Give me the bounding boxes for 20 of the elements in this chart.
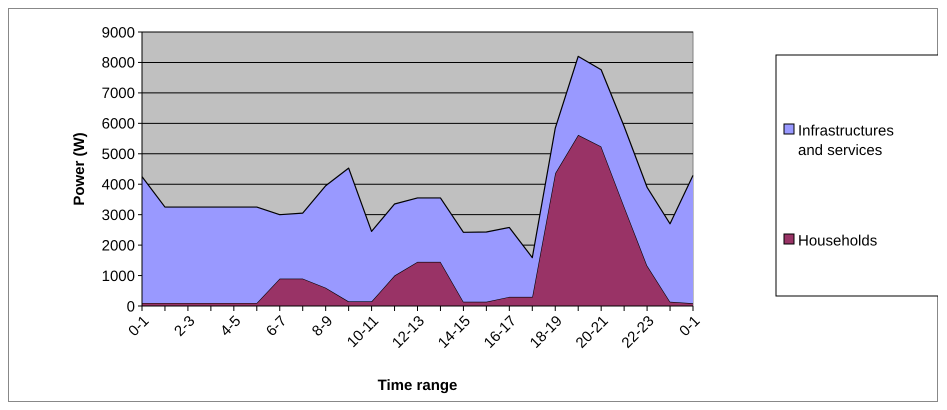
y-tick-label: 8000 [102, 54, 135, 72]
y-tick-label: 3000 [102, 206, 135, 224]
y-tick-label: 7000 [102, 85, 135, 102]
y-tick-label: 9000 [102, 24, 135, 42]
legend-label: Households [798, 232, 878, 250]
x-tick-label: 0-1 [676, 312, 704, 340]
y-tick-label: 2000 [102, 237, 135, 254]
y-axis-title: Power (W) [71, 132, 88, 206]
x-tick-label: 2-3 [171, 312, 198, 340]
x-tick-label: 8-9 [308, 312, 336, 340]
y-tick-label: 5000 [102, 146, 135, 164]
y-tick-label: 0 [126, 298, 135, 316]
x-tick-label: 4-5 [217, 312, 244, 340]
y-tick-label: 6000 [102, 116, 135, 133]
x-tick-label: 6-7 [262, 312, 290, 340]
y-tick-label: 4000 [102, 176, 135, 194]
x-tick-label: 0-1 [125, 312, 153, 340]
legend-label: Infrastructures and services [798, 122, 894, 159]
y-tick-label: 1000 [102, 268, 135, 285]
x-axis-title: Time range [378, 377, 458, 394]
